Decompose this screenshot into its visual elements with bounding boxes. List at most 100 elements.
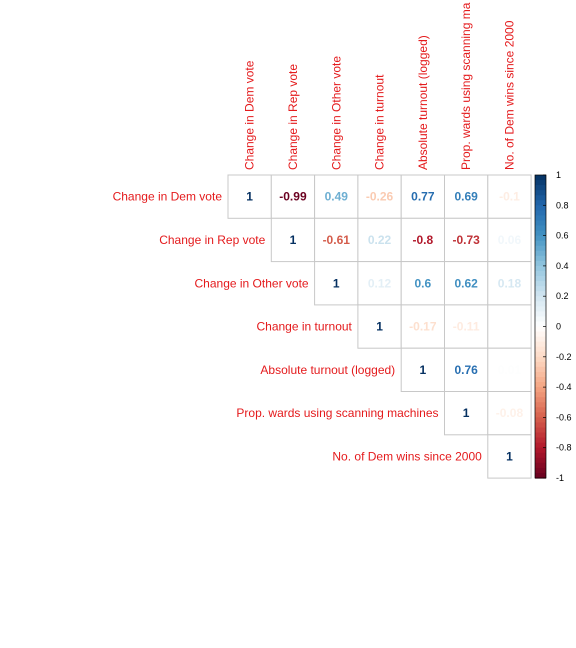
legend-segment bbox=[535, 260, 546, 267]
legend-segment bbox=[535, 331, 546, 338]
legend-segment bbox=[535, 341, 546, 348]
column-label: Absolute turnout (logged) bbox=[416, 35, 430, 170]
legend-segment bbox=[535, 452, 546, 459]
legend-segment bbox=[535, 402, 546, 408]
legend-segment bbox=[535, 422, 546, 429]
legend-segment bbox=[535, 296, 546, 302]
correlation-value: 1 bbox=[506, 449, 513, 463]
legend-tick-label: 0.6 bbox=[556, 231, 569, 241]
matrix-cell bbox=[487, 261, 532, 306]
correlation-value: -0.17 bbox=[409, 320, 437, 334]
matrix-cell bbox=[444, 261, 489, 306]
legend-segment bbox=[535, 225, 546, 232]
legend-segment bbox=[535, 467, 546, 474]
legend-segment bbox=[535, 321, 546, 328]
legend-segment bbox=[535, 437, 546, 444]
matrix-cell bbox=[487, 391, 532, 436]
matrix-cell bbox=[270, 217, 316, 263]
legend-tick-label: -0.8 bbox=[556, 443, 572, 453]
column-label: Prop. wards using scanning ma bbox=[459, 2, 473, 170]
row-label: No. of Dem wins since 2000 bbox=[332, 449, 482, 463]
correlation-value: 0.62 bbox=[454, 276, 478, 290]
matrix-cell bbox=[444, 391, 489, 436]
legend-segment bbox=[535, 265, 546, 272]
legend-segment bbox=[535, 230, 546, 237]
column-label: No. of Dem wins since 2000 bbox=[502, 20, 516, 170]
legend-segment bbox=[535, 361, 546, 368]
legend-segment bbox=[535, 301, 546, 307]
correlation-value: 0.69 bbox=[454, 190, 478, 204]
legend-segment bbox=[535, 412, 546, 418]
column-label: Change in turnout bbox=[373, 74, 387, 170]
correlation-value: 0.12 bbox=[368, 276, 392, 290]
legend-segment bbox=[535, 205, 546, 211]
correlation-value: 1 bbox=[420, 363, 427, 377]
matrix-cell bbox=[270, 174, 316, 219]
correlation-value: -0.08 bbox=[496, 406, 524, 420]
legend-segment bbox=[535, 215, 546, 222]
legend-segment bbox=[535, 326, 546, 333]
correlation-value: 1 bbox=[333, 276, 340, 290]
legend-segment bbox=[535, 371, 546, 378]
legend-segment bbox=[535, 255, 546, 262]
legend-segment bbox=[535, 447, 546, 454]
correlation-value: 1 bbox=[246, 190, 253, 204]
correlation-value: -0.26 bbox=[366, 190, 394, 204]
legend-tick-label: 1 bbox=[556, 170, 561, 180]
legend-segment bbox=[535, 291, 546, 297]
legend-segment bbox=[535, 276, 546, 282]
row-label: Change in Dem vote bbox=[113, 190, 223, 204]
legend-segment bbox=[535, 220, 546, 227]
legend-segment bbox=[535, 306, 546, 312]
legend-segment bbox=[535, 432, 546, 439]
row-label: Change in turnout bbox=[256, 320, 352, 334]
legend-segment bbox=[535, 442, 546, 449]
correlation-value: 1 bbox=[290, 233, 297, 247]
legend-segment bbox=[535, 346, 546, 353]
legend-tick-label: -1 bbox=[556, 473, 564, 483]
correlation-value: 0.77 bbox=[411, 190, 435, 204]
legend-segment bbox=[535, 175, 546, 181]
legend-tick-label: 0.2 bbox=[556, 291, 569, 301]
correlation-value: 1 bbox=[376, 320, 383, 334]
legend-tick-label: -0.2 bbox=[556, 352, 572, 362]
legend-tick-label: -0.6 bbox=[556, 412, 572, 422]
correlation-value: 0.6 bbox=[415, 276, 432, 290]
legend-segment bbox=[535, 316, 546, 323]
legend-segment bbox=[535, 351, 546, 358]
matrix-cell bbox=[444, 217, 489, 263]
legend-segment bbox=[535, 377, 546, 383]
row-label: Change in Rep vote bbox=[159, 233, 265, 247]
legend-segment bbox=[535, 180, 546, 186]
column-label: Change in Dem vote bbox=[243, 60, 257, 170]
legend-segment bbox=[535, 382, 546, 388]
matrix-cell bbox=[357, 217, 402, 263]
correlation-value: 0.06 bbox=[498, 233, 522, 247]
legend-tick-label: 0 bbox=[556, 322, 561, 332]
legend-segment bbox=[535, 387, 546, 393]
legend-segment bbox=[535, 286, 546, 292]
matrix-cell bbox=[444, 347, 489, 393]
legend-segment bbox=[535, 240, 546, 247]
legend-segment bbox=[535, 195, 546, 201]
correlation-value: -0.73 bbox=[452, 233, 480, 247]
legend-segment bbox=[535, 356, 546, 363]
legend-segment bbox=[535, 185, 546, 191]
legend-segment bbox=[535, 417, 546, 424]
legend-segment bbox=[535, 366, 546, 373]
legend-segment bbox=[535, 210, 546, 216]
legend-tick-label: 0.4 bbox=[556, 261, 569, 271]
correlation-value: -0.11 bbox=[453, 320, 480, 334]
legend-segment bbox=[535, 270, 546, 277]
legend-segment bbox=[535, 245, 546, 252]
legend-segment bbox=[535, 392, 546, 398]
matrix-cell bbox=[444, 174, 489, 219]
legend-segment bbox=[535, 200, 546, 206]
row-label: Prop. wards using scanning machines bbox=[236, 406, 438, 420]
legend-segment bbox=[535, 472, 546, 479]
matrix-cell bbox=[227, 174, 272, 219]
legend-segment bbox=[535, 235, 546, 242]
matrix-cell bbox=[487, 304, 532, 349]
legend-segment bbox=[535, 250, 546, 257]
